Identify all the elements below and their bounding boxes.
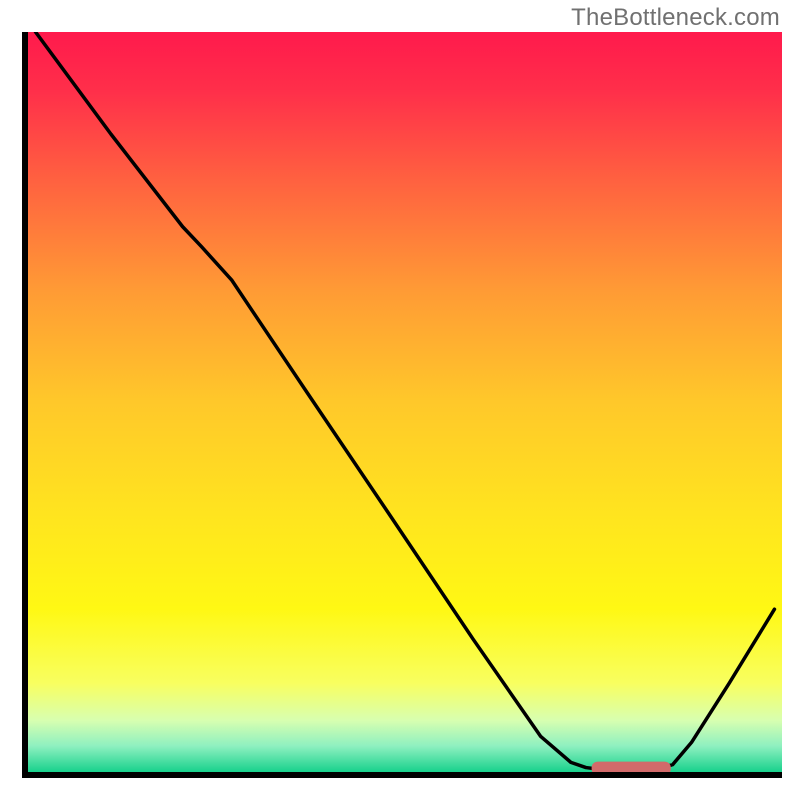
plot-area (22, 32, 782, 778)
y-axis-line (22, 32, 28, 778)
x-axis-line (22, 772, 782, 778)
optimal-marker (22, 32, 782, 778)
watermark-text: TheBottleneck.com (571, 4, 780, 32)
chart-canvas: TheBottleneck.com (0, 0, 800, 800)
